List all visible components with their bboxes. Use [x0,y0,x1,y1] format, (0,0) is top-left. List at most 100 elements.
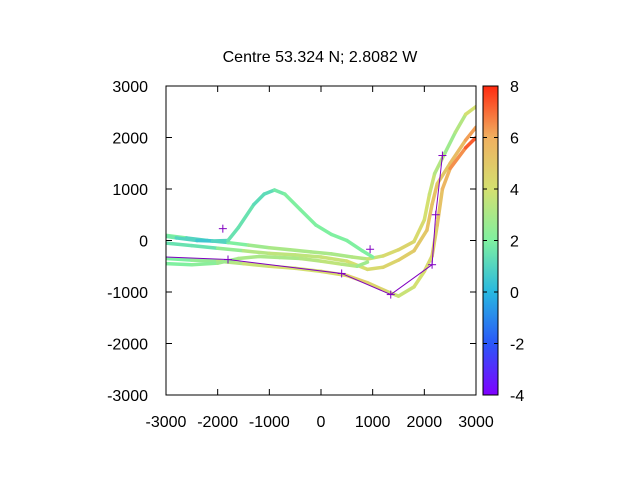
track-segment [241,261,272,268]
x-tick-label: 0 [317,414,326,431]
track-segment [435,187,445,227]
track-segment [267,264,297,271]
track-segment [396,239,416,252]
plus-marker [224,255,232,264]
track-segment [308,250,334,256]
y-tick-label: 0 [139,234,148,251]
track-segment [381,248,401,258]
colorbar-tick-label: 8 [510,79,519,96]
plus-marker [428,260,437,269]
track-segment [283,192,303,212]
track-segment [432,151,447,176]
track-segment [453,112,468,135]
x-tick-label: 1000 [355,414,391,431]
colorbar-tick-label: -2 [510,337,524,354]
track-segment [381,258,401,270]
track-segment [236,202,256,230]
track-segment [396,285,416,298]
track-4 [166,188,375,259]
track-segment [463,104,476,117]
track-segment [166,256,194,262]
plus-marker [438,151,447,160]
reference-path-line [166,155,443,296]
colorbar-tick-label: 0 [510,285,519,302]
track-segment [365,280,390,294]
track-segment [241,249,272,256]
track-segment [319,259,344,266]
track-segment [365,254,385,261]
track-segment [272,188,287,196]
track-segment [448,146,468,171]
y-tick-label: -1000 [107,285,148,302]
track-segment [319,255,349,263]
reference-path-layer [166,155,443,296]
plus-marker [366,245,375,254]
track-segment [339,262,359,268]
plus-marker [431,210,440,219]
track-segment [463,135,476,150]
track-segment [427,171,437,196]
plus-marker [337,269,346,278]
track-segment [174,236,199,243]
track-segment [252,192,266,207]
plus-marker [218,224,227,233]
track-segment [293,253,323,259]
track-segment [215,246,246,253]
track-segment [412,269,427,289]
track-segment [226,240,251,247]
track-segment [412,218,427,244]
track-segment [350,255,370,261]
track-segment [190,243,220,250]
x-tick-label: 2000 [407,414,443,431]
track-segment [314,223,334,237]
x-tick-label: -2000 [197,414,238,431]
track-segment [448,138,468,165]
x-tick-label: 3000 [458,414,494,431]
track-segment [226,225,241,243]
track-segment [360,249,375,259]
track-1 [166,125,476,272]
track-segment [210,238,230,243]
marker-layer [218,151,447,299]
track-layer [166,104,476,298]
colorbar-tick-label: 4 [510,182,519,199]
track-segment [190,261,220,267]
track-segment [355,260,370,268]
track-segment [329,232,349,243]
track-segment [463,125,476,142]
chart-title: Centre 53.324 N; 2.8082 W [223,49,419,66]
x-axis: -3000 -2000 -1000 0 1000 2000 3000 [146,86,494,431]
colorbar-axis: 8 6 4 2 0 -2 -4 [483,79,524,405]
track-segment [365,265,385,272]
track-segment [298,256,323,263]
plus-marker [386,290,395,299]
colorbar-tick-label: -4 [510,388,524,405]
track-segment [396,249,416,262]
track-segment [257,254,282,260]
y-tick-label: 2000 [112,131,148,148]
track-segment [166,261,194,267]
track-segment [425,202,434,232]
track-segment [190,258,220,263]
y-tick-label: -2000 [107,337,148,354]
track-segment [288,248,313,254]
track-segment [319,269,349,278]
track-segment [329,252,354,259]
track-segment [166,241,194,248]
track-segment [422,192,432,222]
track-0 [166,104,476,261]
track-segment [298,207,318,227]
track-segment [246,243,272,250]
track-segment [412,228,429,253]
track-segment [440,166,452,191]
track-segment [236,254,261,261]
colorbar-tick-label: 6 [510,131,519,148]
x-tick-label: -1000 [249,414,290,431]
track-segment [262,188,277,196]
track-segment [267,251,297,257]
track-segment [195,238,215,243]
track-segment [443,130,458,155]
track-segment [386,290,401,298]
track-segment [277,255,303,261]
